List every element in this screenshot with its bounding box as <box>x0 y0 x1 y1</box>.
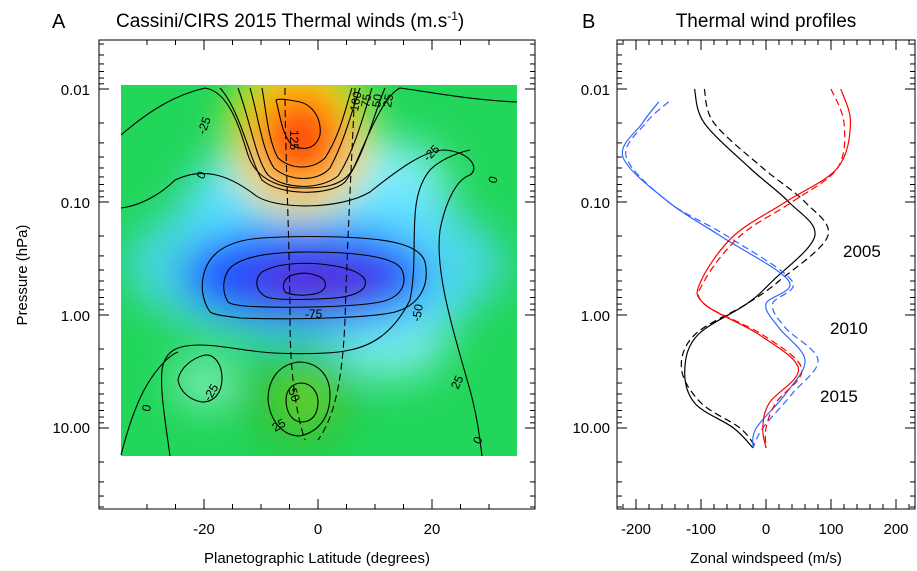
panel-a-xlabel: Planetographic Latitude (degrees) <box>204 550 430 567</box>
ytick-label: 0.01 <box>581 82 610 99</box>
contour-label: 0 <box>485 174 500 184</box>
panel-b-title: Thermal wind profiles <box>676 11 857 32</box>
legend-2015: 2015 <box>820 387 858 406</box>
profile-line-2005-dashed <box>680 88 830 449</box>
panel-a-title: Cassini/CIRS 2015 Thermal winds (m.s-1) <box>116 9 464 32</box>
legend: 2005 2010 2015 <box>820 242 881 406</box>
heatmap <box>121 85 517 456</box>
legend-2005: 2005 <box>843 242 881 261</box>
contour-label: -75 <box>305 307 323 321</box>
xtick-label: 0 <box>314 521 322 538</box>
panel-a-ylabel: Pressure (hPa) <box>14 225 31 326</box>
contour-label: 25 <box>448 373 466 391</box>
contour-label: -25 <box>195 115 214 136</box>
panel-a-frame <box>98 39 536 510</box>
xtick-label: 0 <box>762 521 770 538</box>
ytick-label: 0.10 <box>61 195 90 212</box>
panel-a-ytick-labels: 0.01 0.10 1.00 10.00 <box>52 82 90 437</box>
xtick-label: -200 <box>621 521 651 538</box>
panel-a-xtick-labels: -20 0 20 <box>193 521 440 538</box>
panel-a-letter: A <box>52 11 66 33</box>
ytick-label: 0.10 <box>581 195 610 212</box>
panel-b-frame <box>616 39 916 510</box>
panel-b-letter: B <box>582 11 595 33</box>
panel-b-ytick-labels: 0.01 0.10 1.00 10.00 <box>572 82 610 437</box>
panel-b-xtick-labels: -200 -100 0 100 200 <box>621 521 909 538</box>
profile-line-2010-dashed <box>625 101 819 449</box>
contour-lines <box>120 87 518 457</box>
contour-label: 0 <box>139 403 154 412</box>
contour-label: -50 <box>409 303 426 323</box>
ytick-label: 10.00 <box>52 420 90 437</box>
contour-label: 100 <box>347 90 364 112</box>
profile-line-2005-solid <box>684 88 816 449</box>
xtick-label: 20 <box>424 521 441 538</box>
contour-labels: -25 125 100 75 50 25 0 -25 0 -75 -50 -25… <box>139 90 501 446</box>
contour-label: 25 <box>270 416 289 435</box>
dashed-lines <box>284 87 356 441</box>
ytick-label: 10.00 <box>572 420 610 437</box>
xtick-label: 100 <box>818 521 843 538</box>
contour-label: 125 <box>287 130 301 150</box>
contour-label: 50 <box>285 386 303 404</box>
contour-label: 50 <box>369 93 385 109</box>
legend-2010: 2010 <box>830 319 868 338</box>
ytick-label: 1.00 <box>61 308 90 325</box>
profile-line-2015-dashed <box>697 88 846 448</box>
profile-lines <box>621 88 852 449</box>
profile-line-2010-solid <box>621 101 806 448</box>
ytick-label: 1.00 <box>581 308 610 325</box>
xtick-label: -20 <box>193 521 215 538</box>
panel-a-ticks <box>99 40 535 509</box>
xtick-label: 200 <box>883 521 908 538</box>
panel-b-ticks <box>617 40 915 509</box>
contour-label: 25 <box>380 93 396 109</box>
panel-b-xlabel: Zonal windspeed (m/s) <box>690 550 842 567</box>
xtick-label: -100 <box>686 521 716 538</box>
contour-label: 75 <box>358 93 374 109</box>
ytick-label: 0.01 <box>61 82 90 99</box>
